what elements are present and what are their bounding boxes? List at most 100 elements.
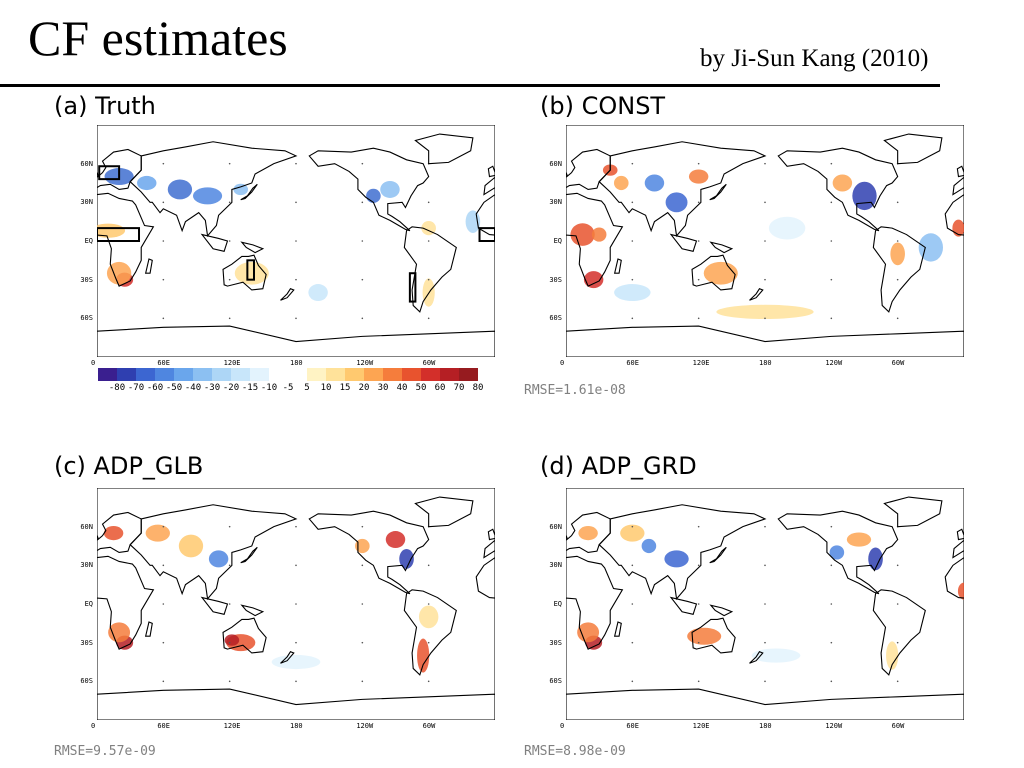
grid-dot [162,680,165,683]
anomaly-blob [832,174,853,192]
lon-label: 0 [560,359,565,367]
anomaly-blob [271,654,321,670]
lat-label: EQ [553,237,562,245]
grid-dot [830,240,833,242]
coastline [883,496,943,528]
lon-label: 0 [91,722,96,730]
coastline [709,183,727,201]
colorbar-swatch [440,368,459,381]
grid-dot [295,564,297,567]
coastline [200,233,229,252]
grid-dot [427,278,430,281]
grid-dot [295,525,297,528]
colorbar-tick-label: -20 [222,383,240,393]
grid-dot [697,162,700,165]
lon-label: 180 [759,722,772,730]
lon-label: 60E [626,722,639,730]
grid-dot [228,240,231,242]
colorbar-tick-label: -30 [203,383,221,393]
anomaly-blob [664,550,689,568]
grid-dot [228,201,231,204]
coastline [308,510,430,595]
grid-dot [295,641,297,644]
grid-dot [295,680,297,683]
colorbar-swatch [155,368,174,381]
colorbar-swatch [193,368,212,381]
anomaly-blob [703,261,738,285]
anomaly-blob [886,641,899,670]
title-rule [0,84,940,87]
grid-dot [697,317,700,320]
anomaly-blob [106,261,132,285]
anomaly-blob [233,183,249,196]
grid-dot [631,680,634,683]
colorbar-tick-label: -5 [282,383,294,393]
coastline [749,288,764,301]
coastline [669,596,698,615]
coastline [956,165,964,178]
colorbar-swatch [288,368,307,381]
coastline [129,504,298,601]
rmse-adp-grd: RMSE=8.98e-09 [524,744,626,759]
grid-dot [361,162,364,165]
coastline [883,133,943,165]
anomaly-blob [366,188,381,203]
coastline [280,651,295,664]
grid-dot [697,603,700,605]
grid-dot [764,680,766,683]
colorbar-swatch [136,368,155,381]
colorbar-tick-label: 70 [453,383,465,393]
grid-dot [697,240,700,242]
grid-dot [295,240,297,242]
lon-label: 120W [356,359,374,367]
coastline [97,688,495,720]
grid-dot [162,278,165,281]
grid-dot [896,317,899,320]
grid-dot [764,641,766,644]
coastline [97,511,142,554]
anomaly-blob [145,524,170,542]
grid-dot [764,240,766,242]
coastline [97,325,495,357]
colorbar-tick-label: -40 [184,383,202,393]
grid-dot [162,641,165,644]
anomaly-blob [716,304,814,319]
coastline [613,621,622,637]
colorbar-tick-label: -70 [127,383,145,393]
grid-dot [162,162,165,165]
grid-dot [228,317,231,320]
grid-dot [361,564,364,567]
grid-dot [896,564,899,567]
coastline [777,147,899,232]
coastline [240,604,265,617]
grid-dot [361,525,364,528]
grid-dot [631,525,634,528]
anomaly-blob [620,524,645,542]
anomaly-blob [192,187,223,205]
grid-dot [830,162,833,165]
byline: by Ji-Sun Kang (2010) [700,45,929,72]
grid-dot [162,525,165,528]
colorbar-tick-label: -10 [260,383,278,393]
anomaly-blob [399,548,414,569]
grid-dot [228,641,231,644]
grid-dot [162,240,165,242]
colorbar-swatch [421,368,440,381]
colorbar-swatch [383,368,402,381]
coastline [222,254,267,291]
grid-dot [361,680,364,683]
grid-dot [228,525,231,528]
grid-dot [896,278,899,281]
rmse-const: RMSE=1.61e-08 [524,383,626,398]
grid-dot [896,201,899,204]
grid-dot [830,564,833,567]
lat-label: 30S [549,275,562,284]
coastline [872,589,926,676]
grid-dot [631,201,634,204]
lat-label: 30N [549,561,562,570]
colorbar-swatch [212,368,231,381]
colorbar-tick-label: 80 [472,383,484,393]
lon-label: 120E [692,359,710,367]
grid-dot [764,603,766,605]
colorbar-tick-label: 40 [396,383,408,393]
